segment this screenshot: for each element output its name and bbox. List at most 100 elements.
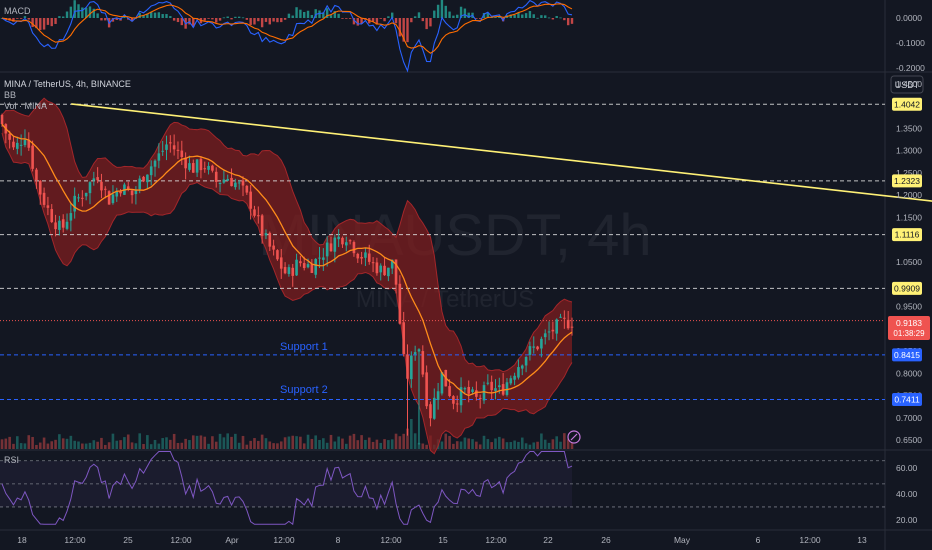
candle[interactable] bbox=[429, 401, 432, 427]
candle[interactable] bbox=[314, 258, 317, 279]
candle[interactable] bbox=[207, 162, 210, 175]
candle[interactable] bbox=[257, 206, 260, 224]
candle[interactable] bbox=[528, 341, 532, 361]
candle[interactable] bbox=[344, 236, 348, 252]
candle[interactable] bbox=[130, 190, 134, 204]
candle[interactable] bbox=[329, 236, 333, 252]
candle[interactable] bbox=[176, 141, 180, 160]
replay-icon[interactable] bbox=[567, 430, 581, 444]
candle[interactable] bbox=[283, 262, 287, 275]
candle[interactable] bbox=[107, 190, 111, 205]
candle[interactable] bbox=[475, 381, 478, 401]
candle[interactable] bbox=[253, 205, 256, 218]
candle[interactable] bbox=[287, 264, 291, 277]
candle[interactable] bbox=[8, 130, 11, 149]
candle[interactable] bbox=[272, 239, 275, 256]
candle[interactable] bbox=[27, 132, 31, 151]
candle[interactable] bbox=[517, 359, 520, 380]
candle[interactable] bbox=[103, 186, 107, 199]
candle[interactable] bbox=[69, 203, 73, 232]
trendline-layer[interactable] bbox=[71, 103, 932, 376]
candle[interactable] bbox=[356, 252, 360, 264]
candle[interactable] bbox=[310, 259, 314, 274]
candle[interactable] bbox=[134, 186, 138, 205]
candle[interactable] bbox=[19, 134, 23, 156]
candle[interactable] bbox=[333, 234, 337, 263]
candle[interactable] bbox=[406, 344, 409, 436]
candle[interactable] bbox=[555, 318, 558, 341]
candle[interactable] bbox=[184, 152, 187, 180]
candle[interactable] bbox=[81, 190, 84, 207]
candle[interactable] bbox=[337, 229, 340, 248]
candle[interactable] bbox=[432, 388, 436, 420]
candle[interactable] bbox=[96, 167, 99, 184]
candle[interactable] bbox=[73, 187, 76, 219]
candle[interactable] bbox=[12, 136, 15, 150]
candle[interactable] bbox=[387, 267, 390, 282]
candle[interactable] bbox=[226, 174, 230, 182]
candle[interactable] bbox=[214, 167, 218, 188]
candle[interactable] bbox=[65, 213, 69, 231]
candlesticks[interactable] bbox=[0, 113, 574, 445]
candle[interactable] bbox=[188, 155, 191, 172]
candle[interactable] bbox=[398, 275, 402, 325]
candle[interactable] bbox=[84, 192, 88, 201]
candle[interactable] bbox=[203, 161, 207, 173]
candle[interactable] bbox=[276, 249, 279, 261]
candle[interactable] bbox=[230, 168, 233, 187]
candle[interactable] bbox=[421, 345, 425, 378]
candle[interactable] bbox=[31, 140, 34, 172]
candle[interactable] bbox=[100, 173, 103, 199]
candle[interactable] bbox=[169, 135, 172, 153]
candle[interactable] bbox=[115, 187, 119, 202]
candle[interactable] bbox=[379, 263, 383, 281]
candle[interactable] bbox=[505, 378, 509, 397]
candle[interactable] bbox=[364, 248, 367, 266]
candle[interactable] bbox=[146, 174, 149, 189]
candle[interactable] bbox=[50, 204, 54, 224]
candle[interactable] bbox=[551, 321, 555, 340]
rsi-title[interactable]: RSI bbox=[4, 455, 19, 465]
candle[interactable] bbox=[295, 253, 298, 276]
candle[interactable] bbox=[455, 395, 459, 413]
candle[interactable] bbox=[383, 257, 386, 276]
candle[interactable] bbox=[237, 179, 241, 190]
candle[interactable] bbox=[463, 386, 467, 393]
candle[interactable] bbox=[520, 364, 524, 376]
candle[interactable] bbox=[494, 379, 497, 400]
candle[interactable] bbox=[478, 394, 482, 409]
candle[interactable] bbox=[402, 311, 405, 357]
candle[interactable] bbox=[268, 231, 272, 252]
candle[interactable] bbox=[218, 182, 222, 193]
candle[interactable] bbox=[195, 159, 199, 177]
candle[interactable] bbox=[482, 381, 486, 404]
candle[interactable] bbox=[291, 263, 295, 287]
candle[interactable] bbox=[142, 175, 145, 183]
candle[interactable] bbox=[452, 395, 455, 410]
candle[interactable] bbox=[157, 143, 161, 169]
candle[interactable] bbox=[211, 164, 214, 173]
candle[interactable] bbox=[325, 236, 329, 267]
candle[interactable] bbox=[566, 310, 570, 330]
candle[interactable] bbox=[540, 336, 543, 358]
candle[interactable] bbox=[61, 214, 65, 233]
candle[interactable] bbox=[119, 188, 122, 197]
candle[interactable] bbox=[46, 196, 50, 216]
candle[interactable] bbox=[264, 229, 268, 240]
candle[interactable] bbox=[111, 185, 115, 205]
macd-title[interactable]: MACD bbox=[4, 6, 31, 16]
candle[interactable] bbox=[165, 135, 168, 161]
candle[interactable] bbox=[559, 313, 562, 318]
candle[interactable] bbox=[92, 171, 96, 186]
candle[interactable] bbox=[425, 365, 428, 409]
candle[interactable] bbox=[35, 167, 38, 189]
candle[interactable] bbox=[547, 321, 551, 341]
candle[interactable] bbox=[38, 179, 42, 205]
indicator-vol-label[interactable]: Vol · MINA bbox=[4, 101, 47, 111]
indicator-bb-label[interactable]: BB bbox=[4, 90, 16, 100]
symbol-title[interactable]: MINA / TetherUS, 4h, BINANCE bbox=[4, 79, 131, 89]
candle[interactable] bbox=[417, 348, 421, 445]
candle[interactable] bbox=[440, 371, 444, 396]
candle[interactable] bbox=[390, 259, 394, 275]
